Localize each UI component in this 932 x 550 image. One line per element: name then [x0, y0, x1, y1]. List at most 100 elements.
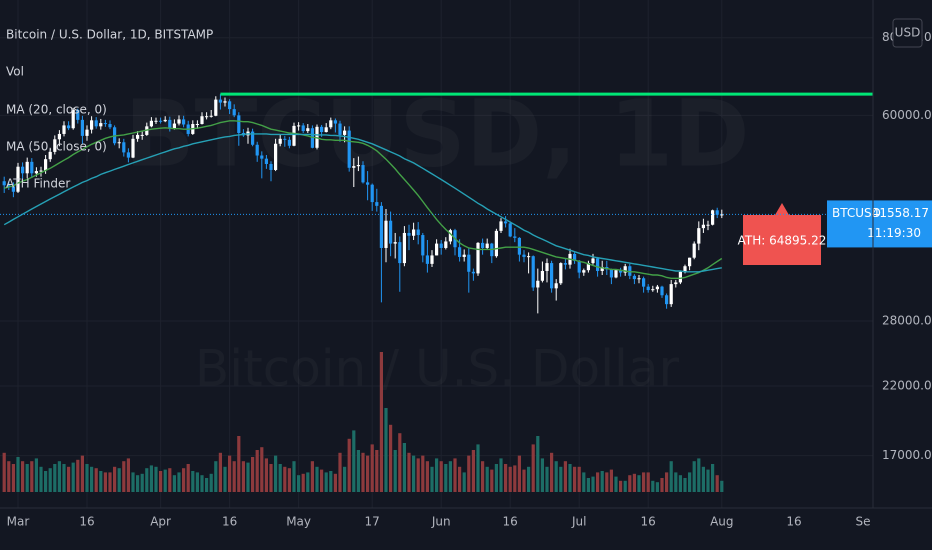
volume-bar	[453, 458, 457, 492]
candle-body	[80, 119, 84, 136]
volume-bar	[48, 468, 52, 492]
candle-body	[53, 139, 57, 152]
x-tick-label: 16	[641, 515, 656, 529]
candle-body	[407, 232, 411, 236]
volume-bar	[508, 466, 512, 492]
volume-bar	[7, 461, 11, 492]
volume-bar	[665, 472, 669, 492]
volume-bar	[425, 461, 429, 492]
volume-bar	[182, 468, 186, 492]
candle-body	[352, 166, 356, 168]
candle-body	[471, 271, 475, 274]
volume-bar	[559, 466, 563, 492]
volume-bar	[2, 452, 6, 492]
currency-button[interactable]	[892, 18, 923, 48]
candle-body	[609, 269, 613, 278]
candle-body	[200, 116, 204, 125]
candle-body	[39, 170, 43, 172]
candle-body	[117, 142, 121, 144]
volume-bar	[504, 464, 508, 492]
candle-body	[554, 283, 558, 289]
currency-label[interactable]: USD	[895, 26, 921, 40]
candle-body	[177, 119, 181, 124]
volume-bar	[297, 475, 301, 492]
x-tick-label: Apr	[150, 515, 171, 529]
candle-body	[444, 241, 448, 248]
candle-body	[85, 129, 89, 136]
candle-body	[669, 284, 673, 305]
candle-body	[278, 138, 282, 144]
candle-body	[577, 260, 581, 273]
volume-bar	[692, 461, 696, 492]
volume-bar	[149, 465, 153, 492]
volume-bar	[398, 433, 402, 492]
candle-body	[674, 282, 678, 285]
volume-bar	[306, 472, 310, 492]
volume-bar	[62, 464, 66, 492]
candle-body	[269, 163, 273, 170]
volume-bar	[540, 458, 544, 492]
candle-body	[706, 224, 710, 226]
candle-body	[182, 119, 186, 125]
volume-bar	[361, 452, 365, 492]
volume-bar	[34, 458, 38, 492]
x-tick-label: 17	[365, 515, 380, 529]
volume-bar	[375, 450, 379, 492]
legend-item: ATH Finder	[6, 177, 70, 191]
volume-bar	[628, 475, 632, 492]
volume-bar	[393, 450, 397, 492]
candle-body	[232, 109, 236, 116]
volume-bar	[343, 466, 347, 492]
volume-bar	[554, 461, 558, 492]
volume-bar	[596, 472, 600, 492]
candle-body	[711, 210, 715, 225]
volume-bar	[163, 469, 167, 492]
candle-body	[692, 243, 696, 258]
candle-body	[136, 134, 140, 139]
chart-title: Bitcoin / U.S. Dollar, 1D, BITSTAMP	[6, 28, 213, 42]
candle-body	[347, 130, 351, 168]
candle-body	[550, 263, 554, 289]
volume-bar	[301, 473, 305, 492]
candle-body	[361, 165, 365, 183]
volume-bar	[186, 464, 190, 492]
candle-body	[430, 255, 434, 264]
candle-body	[292, 125, 296, 146]
volume-bar	[57, 461, 61, 492]
last-price-symbol: BTCUSD	[832, 206, 881, 220]
volume-bar	[320, 469, 324, 492]
volume-bar	[531, 444, 535, 492]
volume-bar	[71, 462, 75, 492]
candle-body	[435, 243, 439, 256]
candle-body	[582, 270, 586, 273]
watermark-symbol: BTCUSD, 1D	[124, 80, 749, 187]
volume-bar	[688, 472, 692, 492]
volume-bar	[586, 478, 590, 492]
candle-body	[522, 254, 526, 257]
candle-body	[600, 267, 604, 271]
volume-bar	[108, 472, 112, 492]
x-tick-label: Aug	[710, 515, 733, 529]
candle-body	[237, 115, 241, 133]
volume-bar	[494, 464, 498, 492]
candle-body	[163, 119, 167, 122]
candle-body	[149, 120, 153, 127]
volume-bar	[430, 466, 434, 492]
volume-bar	[660, 478, 664, 492]
volume-bar	[117, 468, 121, 492]
volume-bar	[389, 424, 393, 492]
volume-bar	[103, 472, 107, 492]
indicator-lines	[3, 120, 723, 279]
volume	[2, 352, 724, 492]
volume-bar	[80, 455, 84, 492]
volume-bar	[448, 461, 452, 492]
volume-bar	[177, 472, 181, 492]
volume-bar	[573, 466, 577, 492]
volume-bar	[329, 471, 333, 492]
candle-body	[540, 270, 544, 281]
volume-bar	[536, 436, 540, 492]
candle-body	[642, 278, 646, 287]
candle-body	[384, 220, 388, 248]
volume-bar	[195, 472, 199, 492]
candle-body	[25, 161, 29, 174]
